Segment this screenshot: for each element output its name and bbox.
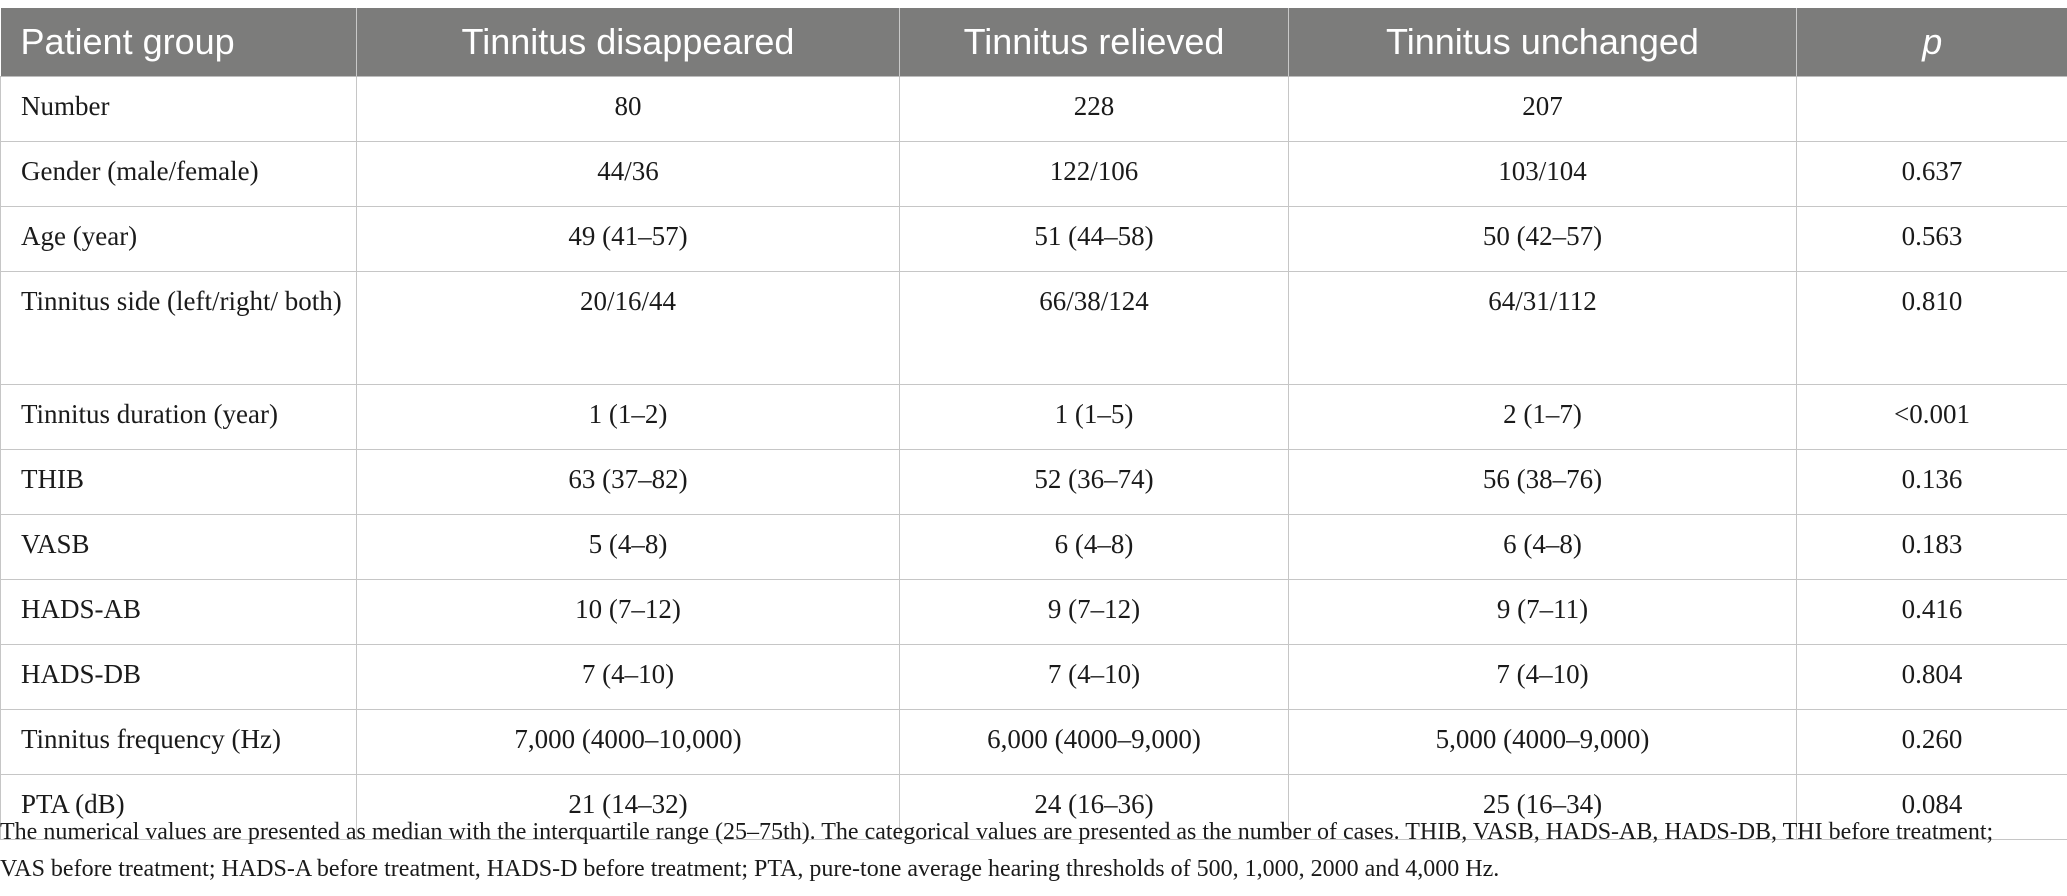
cell-disappeared: 80: [356, 76, 900, 142]
table-header: Patient group Tinnitus disappeared Tinni…: [0, 8, 2067, 77]
table-row: Age (year) 49 (41–57) 51 (44–58) 50 (42–…: [0, 206, 2067, 272]
cell-unchanged: 207: [1288, 76, 1797, 142]
header-tinnitus-relieved: Tinnitus relieved: [899, 8, 1289, 77]
row-label: Tinnitus side (left/right/ both): [0, 271, 357, 385]
cell-unchanged: 5,000 (4000–9,000): [1288, 709, 1797, 775]
row-label: Tinnitus frequency (Hz): [0, 709, 357, 775]
cell-relieved: 122/106: [899, 141, 1289, 207]
cell-relieved: 51 (44–58): [899, 206, 1289, 272]
row-label: PTA (dB): [0, 774, 357, 840]
cell-p-value: 0.804: [1796, 644, 2067, 710]
cell-p-value: 0.084: [1796, 774, 2067, 840]
cell-p-value: 0.637: [1796, 141, 2067, 207]
cell-unchanged: 56 (38–76): [1288, 449, 1797, 515]
cell-unchanged: 9 (7–11): [1288, 579, 1797, 645]
header-row: Patient group Tinnitus disappeared Tinni…: [0, 8, 2067, 77]
cell-disappeared: 7,000 (4000–10,000): [356, 709, 900, 775]
cell-p-value: 0.183: [1796, 514, 2067, 580]
table-row: HADS-DB 7 (4–10) 7 (4–10) 7 (4–10) 0.804: [0, 644, 2067, 710]
cell-relieved: 9 (7–12): [899, 579, 1289, 645]
header-patient-group: Patient group: [0, 8, 357, 77]
table-row: Tinnitus frequency (Hz) 7,000 (4000–10,0…: [0, 709, 2067, 775]
header-tinnitus-unchanged: Tinnitus unchanged: [1288, 8, 1797, 77]
data-table-container: Patient group Tinnitus disappeared Tinni…: [0, 8, 2067, 840]
cell-disappeared: 1 (1–2): [356, 384, 900, 450]
row-label: Age (year): [0, 206, 357, 272]
cell-relieved: 6 (4–8): [899, 514, 1289, 580]
cell-unchanged: 64/31/112: [1288, 271, 1797, 385]
cell-unchanged: 103/104: [1288, 141, 1797, 207]
cell-disappeared: 7 (4–10): [356, 644, 900, 710]
cell-relieved: 7 (4–10): [899, 644, 1289, 710]
cell-p-value: 0.563: [1796, 206, 2067, 272]
cell-unchanged: 2 (1–7): [1288, 384, 1797, 450]
cell-unchanged: 7 (4–10): [1288, 644, 1797, 710]
row-label: Tinnitus duration (year): [0, 384, 357, 450]
cell-unchanged: 50 (42–57): [1288, 206, 1797, 272]
table-row: Tinnitus side (left/right/ both) 20/16/4…: [0, 271, 2067, 385]
cell-relieved: 66/38/124: [899, 271, 1289, 385]
cell-disappeared: 63 (37–82): [356, 449, 900, 515]
header-p-value: p: [1796, 8, 2067, 77]
cell-relieved: 24 (16–36): [899, 774, 1289, 840]
table-row: Number 80 228 207: [0, 76, 2067, 142]
table-footnote: The numerical values are presented as me…: [0, 819, 1994, 882]
table-body: Number 80 228 207 Gender (male/female) 4…: [0, 76, 2067, 840]
table-row: HADS-AB 10 (7–12) 9 (7–12) 9 (7–11) 0.41…: [0, 579, 2067, 645]
cell-disappeared: 10 (7–12): [356, 579, 900, 645]
row-label: Gender (male/female): [0, 141, 357, 207]
cell-p-value: [1796, 76, 2067, 142]
row-label: HADS-AB: [0, 579, 357, 645]
cell-p-value: 0.136: [1796, 449, 2067, 515]
cell-disappeared: 5 (4–8): [356, 514, 900, 580]
cell-unchanged: 25 (16–34): [1288, 774, 1797, 840]
cell-relieved: 6,000 (4000–9,000): [899, 709, 1289, 775]
table-row: PTA (dB) 21 (14–32) 24 (16–36) 25 (16–34…: [0, 774, 2067, 840]
cell-unchanged: 6 (4–8): [1288, 514, 1797, 580]
table-row: Gender (male/female) 44/36 122/106 103/1…: [0, 141, 2067, 207]
row-label: VASB: [0, 514, 357, 580]
table-row: Tinnitus duration (year) 1 (1–2) 1 (1–5)…: [0, 384, 2067, 450]
cell-relieved: 52 (36–74): [899, 449, 1289, 515]
cell-relieved: 1 (1–5): [899, 384, 1289, 450]
row-label: HADS-DB: [0, 644, 357, 710]
cell-disappeared: 20/16/44: [356, 271, 900, 385]
cell-p-value: 0.260: [1796, 709, 2067, 775]
cell-disappeared: 21 (14–32): [356, 774, 900, 840]
patient-characteristics-table: Patient group Tinnitus disappeared Tinni…: [0, 8, 2067, 840]
cell-disappeared: 49 (41–57): [356, 206, 900, 272]
cell-p-value: <0.001: [1796, 384, 2067, 450]
cell-p-value: 0.810: [1796, 271, 2067, 385]
cell-disappeared: 44/36: [356, 141, 900, 207]
row-label: Number: [0, 76, 357, 142]
table-row: THIB 63 (37–82) 52 (36–74) 56 (38–76) 0.…: [0, 449, 2067, 515]
row-label: THIB: [0, 449, 357, 515]
table-row: VASB 5 (4–8) 6 (4–8) 6 (4–8) 0.183: [0, 514, 2067, 580]
cell-relieved: 228: [899, 76, 1289, 142]
header-tinnitus-disappeared: Tinnitus disappeared: [356, 8, 900, 77]
cell-p-value: 0.416: [1796, 579, 2067, 645]
